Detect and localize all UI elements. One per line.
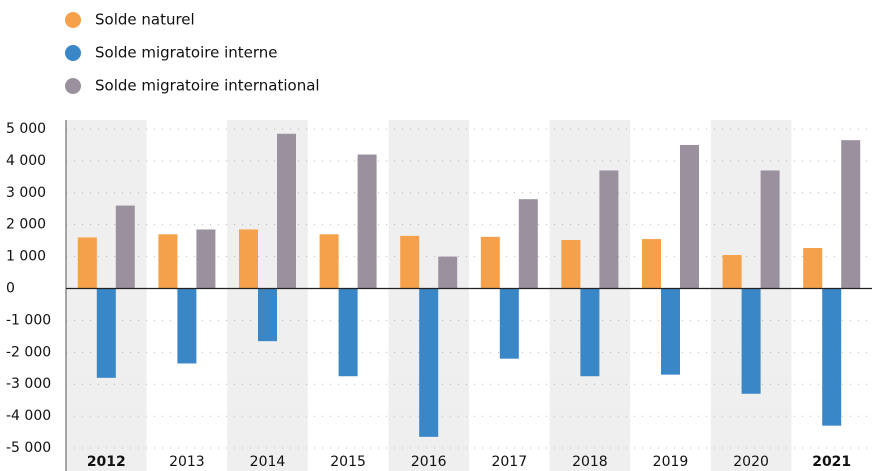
x-tick-label: 2013	[169, 454, 205, 470]
bar	[277, 133, 296, 289]
y-tick-label: -3 000	[6, 376, 51, 392]
bar	[357, 154, 377, 289]
y-tick-label: -1 000	[6, 312, 51, 328]
bar	[258, 288, 277, 342]
legend-swatch	[65, 45, 81, 61]
y-tick-label: 2 000	[6, 217, 46, 233]
y-tick-label: -5 000	[6, 440, 51, 456]
bar	[400, 235, 420, 289]
bar	[419, 288, 439, 437]
bar	[680, 144, 699, 289]
bar	[803, 247, 823, 289]
bar	[239, 229, 258, 289]
y-tick-label: -2 000	[6, 344, 51, 360]
y-tick-label: 0	[6, 281, 15, 297]
bar	[158, 234, 178, 289]
bar	[177, 288, 197, 364]
bar	[115, 205, 135, 289]
bar	[580, 288, 600, 377]
bar	[841, 140, 861, 289]
y-tick-label: -4 000	[6, 408, 51, 424]
y-tick-label: 3 000	[6, 185, 46, 201]
x-tick-label: 2015	[330, 454, 366, 470]
x-tick-label: 2021	[812, 454, 851, 470]
x-tick-label: 2017	[491, 454, 527, 470]
bar	[822, 288, 842, 426]
legend-swatch	[65, 78, 81, 94]
bar	[722, 255, 742, 289]
legend-label: Solde migratoire international	[95, 77, 320, 95]
y-tick-label: 4 000	[6, 153, 46, 169]
bar	[77, 237, 97, 289]
x-tick-label: 2016	[411, 454, 447, 470]
y-tick-label: 1 000	[6, 249, 46, 265]
bar	[338, 288, 358, 377]
bar	[480, 236, 500, 289]
bar	[760, 170, 780, 289]
bar	[741, 288, 761, 394]
bar	[499, 288, 519, 359]
bar	[599, 170, 619, 289]
legend-swatch	[65, 12, 81, 28]
y-tick-label: 5 000	[6, 121, 46, 137]
x-tick-label: 2020	[733, 454, 769, 470]
bar	[96, 288, 116, 378]
bar	[518, 199, 538, 289]
bar	[319, 234, 339, 289]
bar	[438, 256, 458, 289]
bar	[642, 239, 661, 289]
legend-label: Solde migratoire interne	[95, 44, 278, 62]
bar	[661, 288, 680, 375]
bar	[561, 240, 581, 289]
x-tick-label: 2014	[250, 454, 286, 470]
x-tick-label: 2012	[87, 454, 126, 470]
legend-label: Solde naturel	[95, 11, 195, 29]
x-tick-label: 2019	[653, 454, 689, 470]
legend: Solde naturel Solde migratoire interne Sol…	[65, 11, 320, 95]
x-tick-label: 2018	[572, 454, 608, 470]
bar	[196, 229, 216, 289]
